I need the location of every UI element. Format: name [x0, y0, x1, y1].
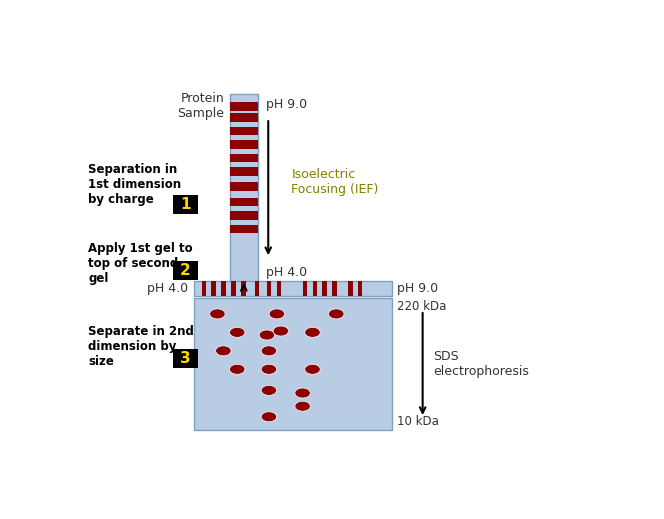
Bar [255, 281, 260, 296]
Ellipse shape [261, 346, 277, 356]
Bar [230, 211, 258, 220]
Bar [323, 281, 327, 296]
Ellipse shape [216, 346, 231, 356]
Text: Separate in 2nd
dimension by
size: Separate in 2nd dimension by size [88, 324, 194, 367]
Text: 3: 3 [180, 351, 191, 366]
Bar [173, 349, 198, 368]
Bar [194, 281, 392, 296]
Text: Isoelectric
Focusing (IEF): Isoelectric Focusing (IEF) [291, 168, 378, 196]
Ellipse shape [305, 364, 320, 374]
Bar [230, 102, 258, 111]
Bar [230, 225, 258, 234]
Text: pH 4.0: pH 4.0 [147, 282, 189, 295]
Ellipse shape [261, 412, 277, 422]
Bar [332, 281, 337, 296]
Bar [358, 281, 363, 296]
Bar [194, 298, 392, 430]
Bar [173, 195, 198, 214]
Bar [230, 183, 258, 191]
Bar [277, 281, 282, 296]
Text: pH 9.0: pH 9.0 [266, 98, 307, 111]
Text: SDS
electrophoresis: SDS electrophoresis [433, 350, 529, 378]
Ellipse shape [295, 401, 310, 411]
Text: pH 9.0: pH 9.0 [397, 282, 438, 295]
Bar [230, 127, 258, 135]
Bar [230, 154, 258, 162]
Text: 2: 2 [180, 263, 191, 278]
Bar [230, 167, 258, 176]
Bar [211, 281, 216, 296]
Text: 10 kDa: 10 kDa [397, 415, 439, 428]
Bar [230, 198, 258, 207]
Bar [230, 140, 258, 149]
Bar [313, 281, 317, 296]
Ellipse shape [230, 327, 245, 337]
Text: 1: 1 [180, 197, 191, 212]
Bar [230, 94, 258, 286]
Text: pH 4.0: pH 4.0 [266, 266, 307, 279]
Bar [202, 281, 206, 296]
Ellipse shape [305, 327, 320, 337]
Ellipse shape [261, 364, 277, 374]
Text: Apply 1st gel to
top of second
gel: Apply 1st gel to top of second gel [88, 242, 193, 285]
Bar [230, 114, 258, 122]
Ellipse shape [269, 309, 285, 319]
Bar [241, 281, 246, 296]
Bar [221, 281, 226, 296]
Text: Protein
Sample: Protein Sample [177, 92, 224, 120]
Bar [348, 281, 353, 296]
Ellipse shape [295, 388, 310, 398]
Bar [267, 281, 272, 296]
Ellipse shape [210, 309, 225, 319]
Ellipse shape [273, 326, 289, 336]
Ellipse shape [261, 386, 277, 395]
Bar [173, 261, 198, 280]
Bar [231, 281, 236, 296]
Ellipse shape [230, 364, 245, 374]
Bar [303, 281, 307, 296]
Text: 220 kDa: 220 kDa [397, 300, 446, 313]
Ellipse shape [329, 309, 344, 319]
Ellipse shape [259, 330, 275, 340]
Text: Separation in
1st dimension
by charge: Separation in 1st dimension by charge [88, 162, 181, 206]
